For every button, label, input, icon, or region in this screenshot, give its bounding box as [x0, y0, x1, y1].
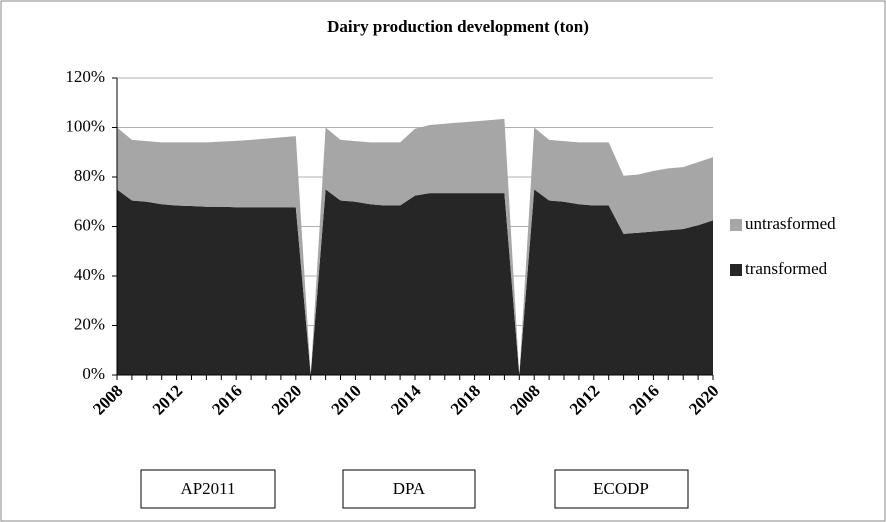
y-tick-label: 100%: [65, 116, 105, 135]
y-tick-label: 20%: [74, 314, 105, 333]
group-box: [554, 469, 689, 509]
group-label: AP2011: [180, 479, 235, 498]
chart-title: Dairy production development (ton): [327, 17, 589, 36]
legend-label: untrasformed: [745, 214, 836, 233]
y-tick-label: 0%: [82, 364, 105, 383]
legend-swatch: [730, 264, 742, 276]
y-tick-label: 80%: [74, 166, 105, 185]
group-box: [342, 469, 476, 509]
y-tick-label: 120%: [65, 67, 105, 86]
group-label: ECODP: [593, 479, 649, 498]
group-box: [140, 469, 276, 509]
legend-label: transformed: [745, 259, 828, 278]
group-label: DPA: [393, 479, 426, 498]
y-tick-label: 40%: [74, 265, 105, 284]
area: [117, 118, 713, 376]
legend-swatch: [730, 219, 742, 231]
area: [117, 189, 713, 375]
y-tick-label: 60%: [74, 215, 105, 234]
